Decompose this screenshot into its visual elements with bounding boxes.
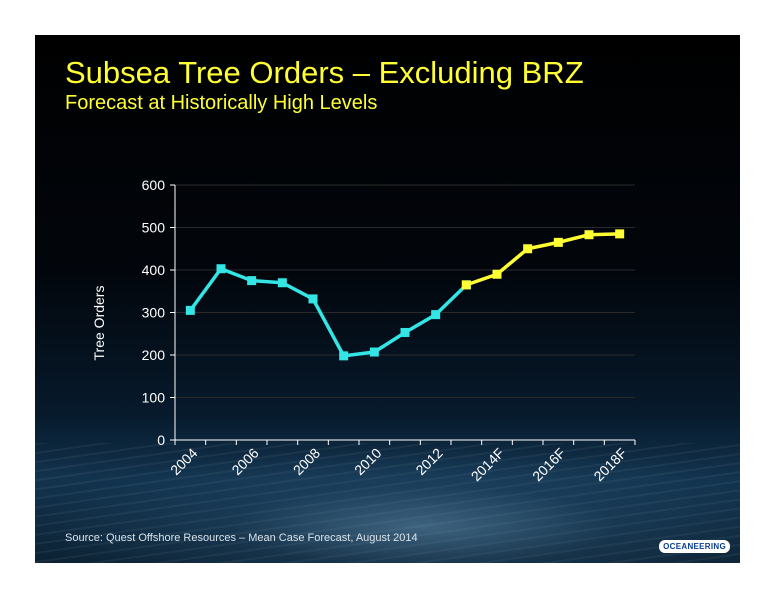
source-note: Source: Quest Offshore Resources – Mean …: [65, 532, 418, 544]
series-1-point: [216, 264, 226, 274]
y-tick-label: 300: [142, 305, 166, 321]
slide: Subsea Tree Orders – Excluding BRZ Forec…: [35, 35, 740, 563]
series-1-point: [185, 305, 195, 315]
seafloor-background: [35, 443, 740, 563]
x-tick-label: 2006: [228, 445, 261, 478]
line-chart: 0 100 200 300 400 500 600 2004 2006 2008 2010 2012 2…: [142, 177, 636, 484]
y-tick-label: 400: [142, 262, 166, 278]
x-tick-label: 2016F: [529, 445, 568, 484]
series-1-point: [400, 327, 410, 337]
series-2-point: [584, 230, 594, 240]
series-2-point: [492, 269, 502, 279]
x-tick-label: 2012: [412, 445, 445, 478]
x-tick-label: 2004: [167, 445, 200, 478]
x-tick-label: 2008: [290, 445, 323, 478]
y-tick-label: 0: [157, 432, 165, 448]
series-1-line: [188, 266, 468, 358]
series-1-point: [277, 278, 287, 288]
oceaneering-logo: OCEANEERING: [659, 540, 730, 553]
series-2-line: [465, 232, 620, 287]
x-tick-label: 2010: [351, 445, 384, 478]
series-2-point: [615, 229, 625, 239]
slide-subtitle: Forecast at Historically High Levels: [65, 92, 378, 114]
series-2-point: [523, 244, 533, 254]
x-tick-label: 2018F: [590, 445, 629, 484]
y-tick-label: 500: [142, 220, 166, 236]
series-2-point: [553, 237, 563, 247]
series-1-point: [339, 351, 349, 361]
series-1-point: [308, 294, 318, 304]
series-1-point: [247, 276, 257, 286]
series-1-point: [369, 347, 379, 357]
series-1-point: [431, 310, 441, 320]
y-tick-label: 200: [142, 347, 166, 363]
y-tick-label: 600: [142, 177, 166, 193]
x-tick-label: 2014F: [468, 445, 507, 484]
y-tick-label: 100: [142, 390, 166, 406]
series-2-point: [461, 280, 471, 290]
slide-title: Subsea Tree Orders – Excluding BRZ: [65, 55, 584, 90]
